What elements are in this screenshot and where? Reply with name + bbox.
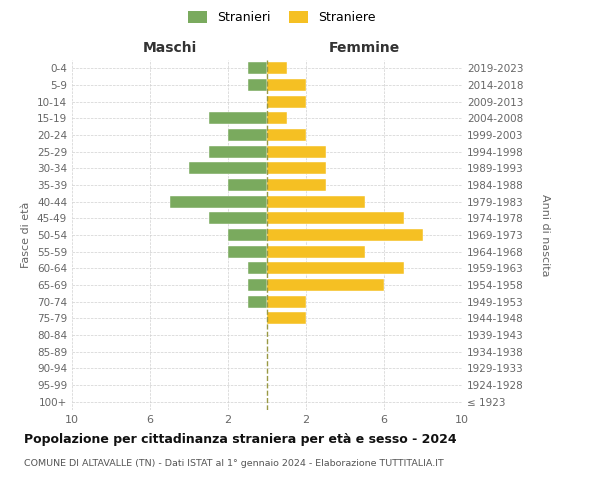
Bar	[267, 112, 287, 124]
Bar	[189, 162, 267, 174]
Y-axis label: Anni di nascita: Anni di nascita	[540, 194, 550, 276]
Bar	[267, 62, 287, 74]
Text: Popolazione per cittadinanza straniera per età e sesso - 2024: Popolazione per cittadinanza straniera p…	[24, 432, 457, 446]
Bar	[209, 112, 267, 124]
Text: Femmine: Femmine	[329, 41, 400, 55]
Text: COMUNE DI ALTAVALLE (TN) - Dati ISTAT al 1° gennaio 2024 - Elaborazione TUTTITAL: COMUNE DI ALTAVALLE (TN) - Dati ISTAT al…	[24, 459, 444, 468]
Bar	[267, 212, 404, 224]
Bar	[248, 279, 267, 291]
Bar	[267, 262, 404, 274]
Bar	[248, 296, 267, 308]
Bar	[267, 312, 306, 324]
Bar	[228, 246, 267, 258]
Bar	[267, 79, 306, 91]
Bar	[170, 196, 267, 207]
Text: Maschi: Maschi	[142, 41, 197, 55]
Bar	[267, 279, 384, 291]
Bar	[267, 179, 325, 191]
Bar	[267, 162, 325, 174]
Bar	[209, 212, 267, 224]
Bar	[209, 146, 267, 158]
Bar	[267, 96, 306, 108]
Bar	[248, 79, 267, 91]
Bar	[267, 146, 325, 158]
Legend: Stranieri, Straniere: Stranieri, Straniere	[184, 6, 380, 29]
Bar	[248, 262, 267, 274]
Bar	[267, 129, 306, 141]
Bar	[267, 296, 306, 308]
Bar	[228, 179, 267, 191]
Bar	[267, 229, 423, 241]
Bar	[267, 246, 365, 258]
Y-axis label: Fasce di età: Fasce di età	[22, 202, 31, 268]
Bar	[228, 229, 267, 241]
Bar	[248, 62, 267, 74]
Bar	[228, 129, 267, 141]
Bar	[267, 196, 365, 207]
